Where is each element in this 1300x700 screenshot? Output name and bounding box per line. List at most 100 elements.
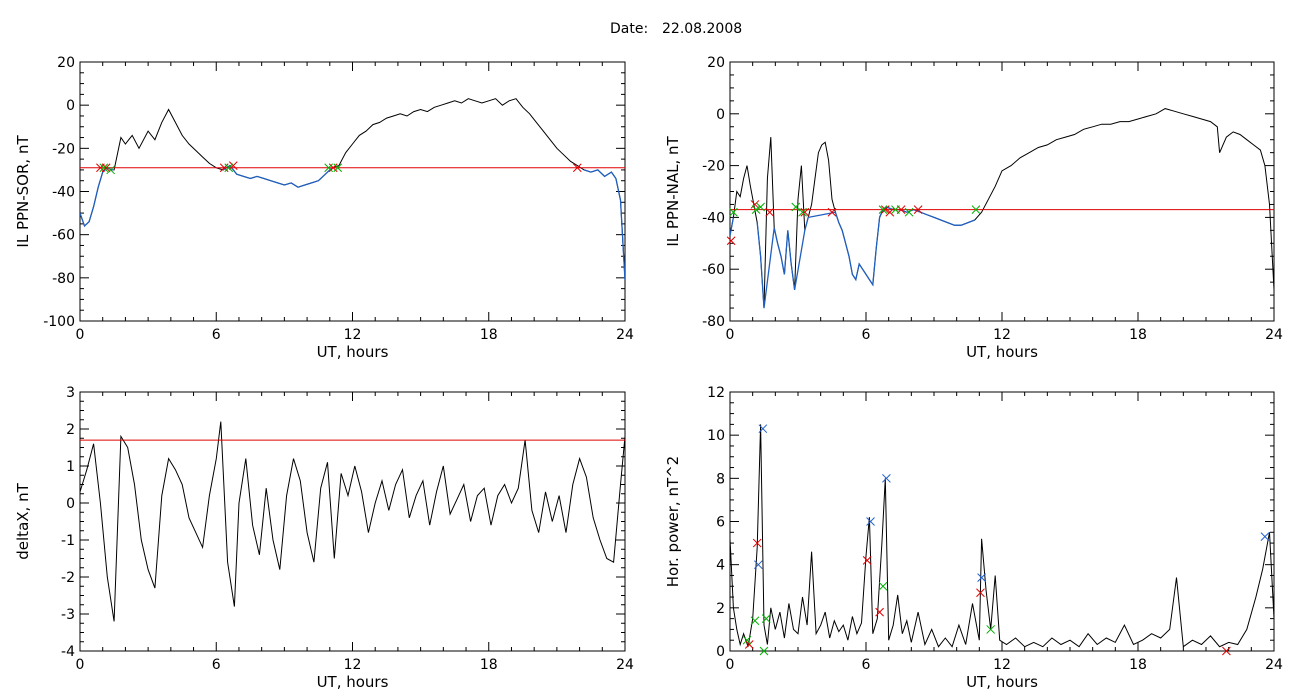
x-tick-label: 12 [344,327,362,343]
cross-marker [99,163,109,173]
y-axis-label: Hor. power, nT^2 [664,456,682,587]
quiet-series-line [756,206,887,309]
x-tick-label: 12 [993,657,1011,673]
cross-marker-stroke [750,616,760,626]
cross-marker-stroke [878,205,888,214]
series-line [80,98,625,281]
x-tick-label: 6 [212,327,221,343]
cross-marker [751,205,761,214]
x-tick-label: 18 [480,327,498,343]
cross-marker-stroke [219,163,229,173]
cross-marker-stroke [726,236,736,246]
cross-marker [1260,532,1270,541]
cross-marker [891,205,900,214]
x-tick-label: 18 [1129,657,1147,673]
x-tick-label: 18 [1129,327,1147,343]
cross-marker [885,207,895,217]
y-tick-label: -20 [52,141,75,157]
x-tick-label: 0 [76,327,85,343]
cross-marker-stroke [328,163,338,173]
cross-marker [913,205,923,214]
cross-marker [977,573,986,582]
cross-marker-stroke [827,207,837,217]
cross-marker [101,163,111,173]
plot-frame [79,391,626,652]
cross-marker-stroke [99,163,109,173]
cross-marker-stroke [744,640,754,649]
cross-marker-stroke [228,161,238,170]
cross-marker [572,163,582,173]
y-axis-label: IL PPN-NAL, nT [664,136,682,247]
y-tick-label: 4 [716,558,725,574]
x-tick-label: 24 [616,327,634,343]
cross-marker [1222,646,1231,656]
y-tick-label: -4 [61,644,75,660]
y-tick-label: 0 [66,496,75,512]
y-tick-label: 10 [707,428,725,444]
cross-marker-stroke [756,202,765,212]
cross-marker [756,202,765,212]
cross-marker-stroke [798,207,807,217]
cross-marker-stroke [791,202,801,212]
cross-marker-stroke [324,163,334,173]
y-tick-label: 1 [66,459,75,475]
cross-marker-stroke [333,163,343,173]
y-tick-label: 0 [716,644,725,660]
cross-marker-stroke [977,573,986,582]
cross-marker-stroke [750,200,760,209]
y-tick-label: -3 [61,607,75,623]
quiet-series-line [879,206,976,226]
cross-marker [878,581,888,591]
cross-marker-stroke [880,205,890,214]
cross-marker [765,207,775,217]
panel-sor: 0 6 12 18 24 -100 -80 -60 -40 -20 0 20 UT, hours IL P… [14,55,634,361]
cross-marker-stroke [101,163,111,173]
cross-marker-stroke [1260,532,1270,541]
cross-marker-stroke [885,207,895,217]
cross-marker [904,207,914,217]
cross-marker [219,163,229,173]
cross-marker-stroke [752,538,762,548]
y-tick-label: -1 [61,533,75,549]
x-tick-label: 6 [862,327,871,343]
cross-marker [750,616,760,626]
y-tick-label: 20 [57,55,75,71]
x-tick-label: 6 [862,657,871,673]
cross-marker [761,614,771,623]
cross-marker-stroke [866,517,875,526]
y-tick-label: 2 [716,601,725,617]
x-tick-label: 12 [993,327,1011,343]
cross-marker-stroke [878,581,888,591]
quiet-series-line [80,167,115,228]
cross-marker-stroke [572,163,582,173]
cross-marker [971,205,981,214]
x-tick-label: 24 [1265,327,1283,343]
cross-marker [827,207,837,217]
x-tick-label: 24 [1265,657,1283,673]
y-tick-label: 6 [716,515,725,531]
cross-marker-stroke [759,646,769,656]
y-tick-label: 12 [707,385,725,401]
y-tick-label: 3 [66,385,75,401]
cross-marker [976,588,985,598]
x-tick-label: 12 [344,657,362,673]
cross-marker-stroke [971,205,981,214]
cross-marker-stroke [800,207,810,217]
figure-title-date: 22.08.2008 [662,21,742,37]
cross-marker-stroke [758,424,768,434]
y-tick-label: -20 [702,159,725,175]
x-axis-label: UT, hours [966,673,1038,691]
x-tick-label: 0 [726,657,735,673]
x-tick-label: 0 [76,657,85,673]
x-tick-label: 24 [616,657,634,673]
y-tick-label: 0 [66,98,75,114]
series-line [730,424,1274,648]
y-tick-label: 2 [66,422,75,438]
cross-marker-stroke [729,207,738,217]
cross-marker [866,517,875,526]
plot-frame [729,391,1275,652]
quiet-series-line [583,169,625,281]
cross-marker [750,200,760,209]
